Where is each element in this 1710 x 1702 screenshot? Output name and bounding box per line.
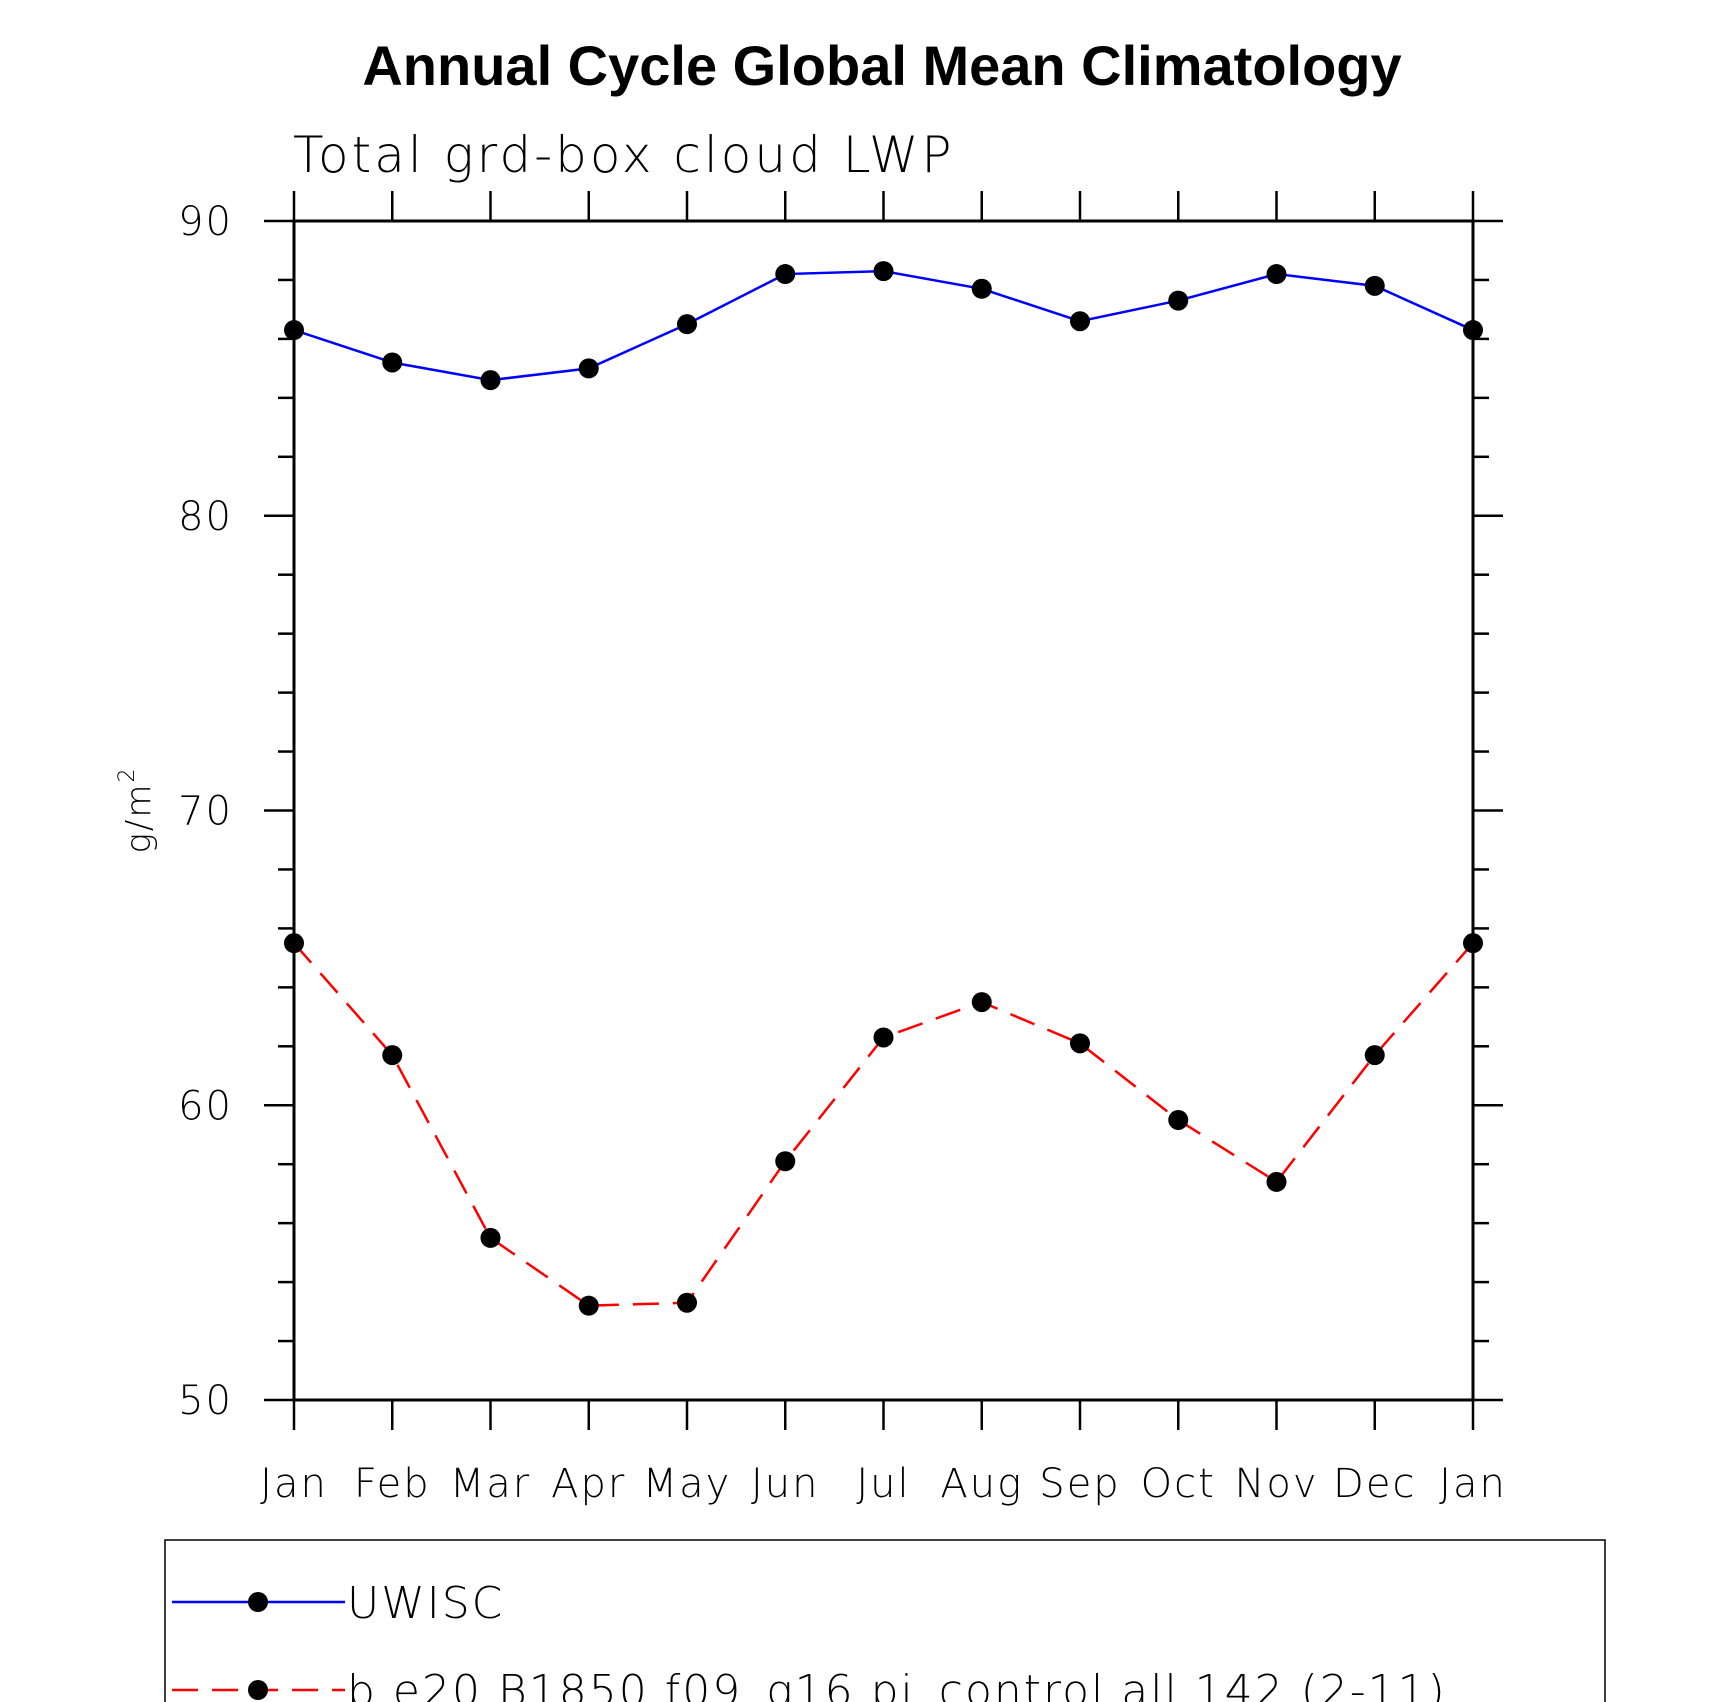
y-tick-label: 90 [178,199,233,245]
y-axis-label-exponent: 2 [115,767,140,783]
x-tick-label: Jan [1439,1461,1507,1507]
series-2-point [677,1292,697,1313]
series-2-point [578,1295,599,1316]
chart-title: Annual Cycle Global Mean Climatology [362,34,1401,97]
x-tick-label: Aug [940,1461,1023,1507]
series-1-point [775,264,796,285]
series-1-point [480,370,501,391]
series-1-point [284,320,304,341]
series-2-point [382,1045,403,1066]
series-2-point [284,933,304,954]
legend-label-2: b.e20.B1850.f09_g16.pi_control.all.142 (… [347,1666,1447,1702]
legend-marker-1 [248,1592,268,1612]
y-axis: 50 60 70 80 90 [178,199,1503,1424]
series-1-point [1168,290,1189,311]
series-2-point [775,1151,796,1172]
series-2-point [480,1227,501,1248]
y-tick-label: 50 [178,1378,233,1424]
x-tick-label: Jul [856,1461,910,1507]
x-axis: Jan Feb Mar Apr May Jun Jul Aug Sep Oct Nov Dec Jan [260,191,1507,1507]
y-axis-label-unit: g/m [119,783,159,854]
legend: UWISC b.e20.B1850.f09_g16.pi_control.all.… [172,1578,1447,1702]
series-1-point [971,278,992,299]
y-axis-label: g/m2 [115,767,159,854]
series-1-point [677,314,697,335]
x-tick-label: Jun [751,1461,820,1507]
series-2-point [1463,933,1483,954]
series-2-point [873,1027,894,1048]
legend-marker-2 [248,1680,268,1700]
series-2-point [1266,1171,1287,1192]
series-2-point [1070,1033,1090,1054]
series-2-point [1364,1045,1385,1066]
x-tick-label: Nov [1234,1461,1318,1507]
y-tick-label: 60 [178,1083,233,1129]
chart-subtitle: Total grd-box cloud LWP [293,126,955,184]
series-1-point [1266,264,1287,285]
series-2-point [971,992,992,1013]
series-line-2 [293,942,1474,1307]
x-tick-label: May [643,1461,732,1507]
x-tick-label: Feb [354,1461,431,1507]
x-tick-label: Apr [551,1461,626,1507]
series-1-point [382,352,403,373]
legend-label-1: UWISC [347,1578,504,1629]
x-tick-label: Dec [1333,1461,1416,1507]
series-line-1 [293,269,1474,382]
x-tick-label: Mar [450,1461,531,1507]
x-tick-label: Sep [1039,1461,1120,1507]
series-1-point [1070,311,1090,332]
plot-frame [292,219,1475,1402]
series-layer [284,261,1483,1316]
x-tick-label: Jan [260,1461,328,1507]
y-tick-label: 70 [178,789,233,835]
series-1-point [873,261,894,282]
series-1-point [1463,320,1483,341]
series-1-point [1364,275,1385,296]
y-tick-label: 80 [178,494,233,540]
legend-box [164,1539,1606,1702]
series-2-point [1168,1109,1189,1130]
x-tick-label: Oct [1141,1461,1216,1507]
series-1-point [578,358,599,379]
